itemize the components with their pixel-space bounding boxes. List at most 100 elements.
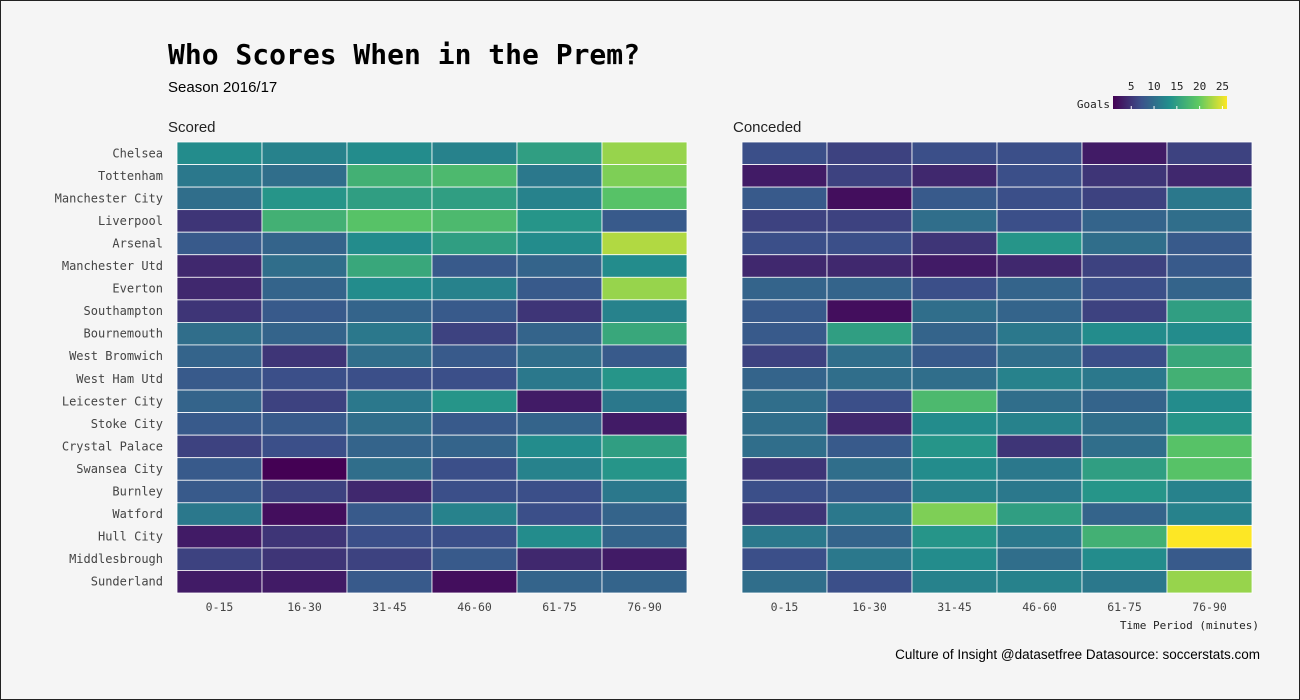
heatmap-cell [431,389,518,413]
heatmap-cell [176,321,263,346]
heatmap-cell [176,299,263,323]
heatmap-cell [516,389,603,413]
heatmap-cell [176,164,263,188]
heatmap-cell [996,186,1083,211]
heatmap-cell [516,457,603,481]
heatmap-cell [601,164,688,188]
x-axis-label: Time Period (minutes) [1120,619,1259,632]
heatmap-cell [601,209,688,233]
heatmap-cell [741,367,828,391]
heatmap-cell [1081,570,1168,594]
heatmap-cell [1081,524,1168,549]
heatmap-cell [826,254,913,278]
heatmap-cell [516,299,603,323]
heatmap-cell [261,570,348,594]
heatmap-cell [601,412,688,436]
x-tick-label: 61-75 [1107,600,1142,614]
heatmap-cell [516,570,603,594]
heatmap-cell [996,141,1083,165]
heatmap-cell [176,547,263,571]
heatmap-cell [601,276,688,301]
heatmap-cell [261,479,348,504]
y-tick-label: Arsenal [112,236,163,250]
heatmap-cell [516,231,603,256]
heatmap-cell [996,321,1083,346]
heatmap-cell [431,502,518,526]
heatmap-cell [431,367,518,391]
heatmap-cell [176,276,263,301]
heatmap-cell [601,141,688,165]
legend-tick-label: 15 [1170,80,1183,93]
heatmap-cell [601,344,688,368]
heatmap-cell [431,141,518,165]
heatmap-cell [741,412,828,436]
heatmap-cell [176,412,263,436]
heatmap-cell [346,524,433,549]
heatmap-cell [741,299,828,323]
heatmap-cell [826,299,913,323]
heatmap-cell [1166,524,1253,549]
heatmap-cell [346,321,433,346]
heatmap-cell [826,502,913,526]
heatmap-cell [601,434,688,459]
heatmap-cell [431,254,518,278]
panel-conceded: Conceded 0-15 16-30 31-45 46-60 61-75 76-90 [733,119,1253,614]
heatmap-cell [346,479,433,504]
heatmap-cell [431,570,518,594]
heatmap-cell [176,457,263,481]
heatmap-cell [1081,479,1168,504]
heatmap-cell [261,344,348,368]
legend-tick-label: 20 [1193,80,1206,93]
heatmap-cell [826,141,913,165]
heatmap-cell [911,209,998,233]
heatmap-cell [516,254,603,278]
heatmap-cell [826,434,913,459]
heatmap-cell [1081,457,1168,481]
x-tick-label: 46-60 [1022,600,1057,614]
chart-title: Who Scores When in the Prem? [168,38,640,71]
heatmap-cell [1166,479,1253,504]
heatmap-cell [741,570,828,594]
heatmap-cell [911,457,998,481]
heatmap-cell [741,547,828,571]
heatmap-cell [911,254,998,278]
heatmap-cell [261,457,348,481]
heatmap-cell [176,570,263,594]
heatmap-cell [741,344,828,368]
legend-title: Goals [1077,98,1110,111]
heatmap-cell [346,389,433,413]
heatmap-cell [826,186,913,211]
x-tick-label: 0-15 [771,600,799,614]
heatmap-cell [741,502,828,526]
heatmap-cell [431,412,518,436]
y-tick-label: Watford [112,507,163,521]
heatmap-cell [1081,141,1168,165]
heatmap-cell [431,164,518,188]
y-tick-label: Bournemouth [84,327,163,341]
heatmap-cell [741,321,828,346]
heatmap-cell [826,479,913,504]
y-tick-label: Liverpool [98,214,163,228]
heatmap-cell [431,276,518,301]
heatmap-cell [176,186,263,211]
heatmap-cell [826,570,913,594]
heatmap-cell [431,186,518,211]
heatmap-cell [261,231,348,256]
heatmap-cell [346,344,433,368]
heatmap-cell [261,254,348,278]
heatmap-cell [911,547,998,571]
heatmap-cell [741,186,828,211]
heatmap-cell [1166,299,1253,323]
heatmap-cell [601,389,688,413]
heatmap-cell [1166,367,1253,391]
heatmap-cell [1166,186,1253,211]
heatmap-cell [911,570,998,594]
heatmap-cell [911,141,998,165]
heatmap-cell [911,367,998,391]
x-tick-label: 61-75 [542,600,577,614]
heatmap-cell [346,434,433,459]
heatmap-cell [996,164,1083,188]
heatmap-cell [176,502,263,526]
heatmap-cell [996,434,1083,459]
